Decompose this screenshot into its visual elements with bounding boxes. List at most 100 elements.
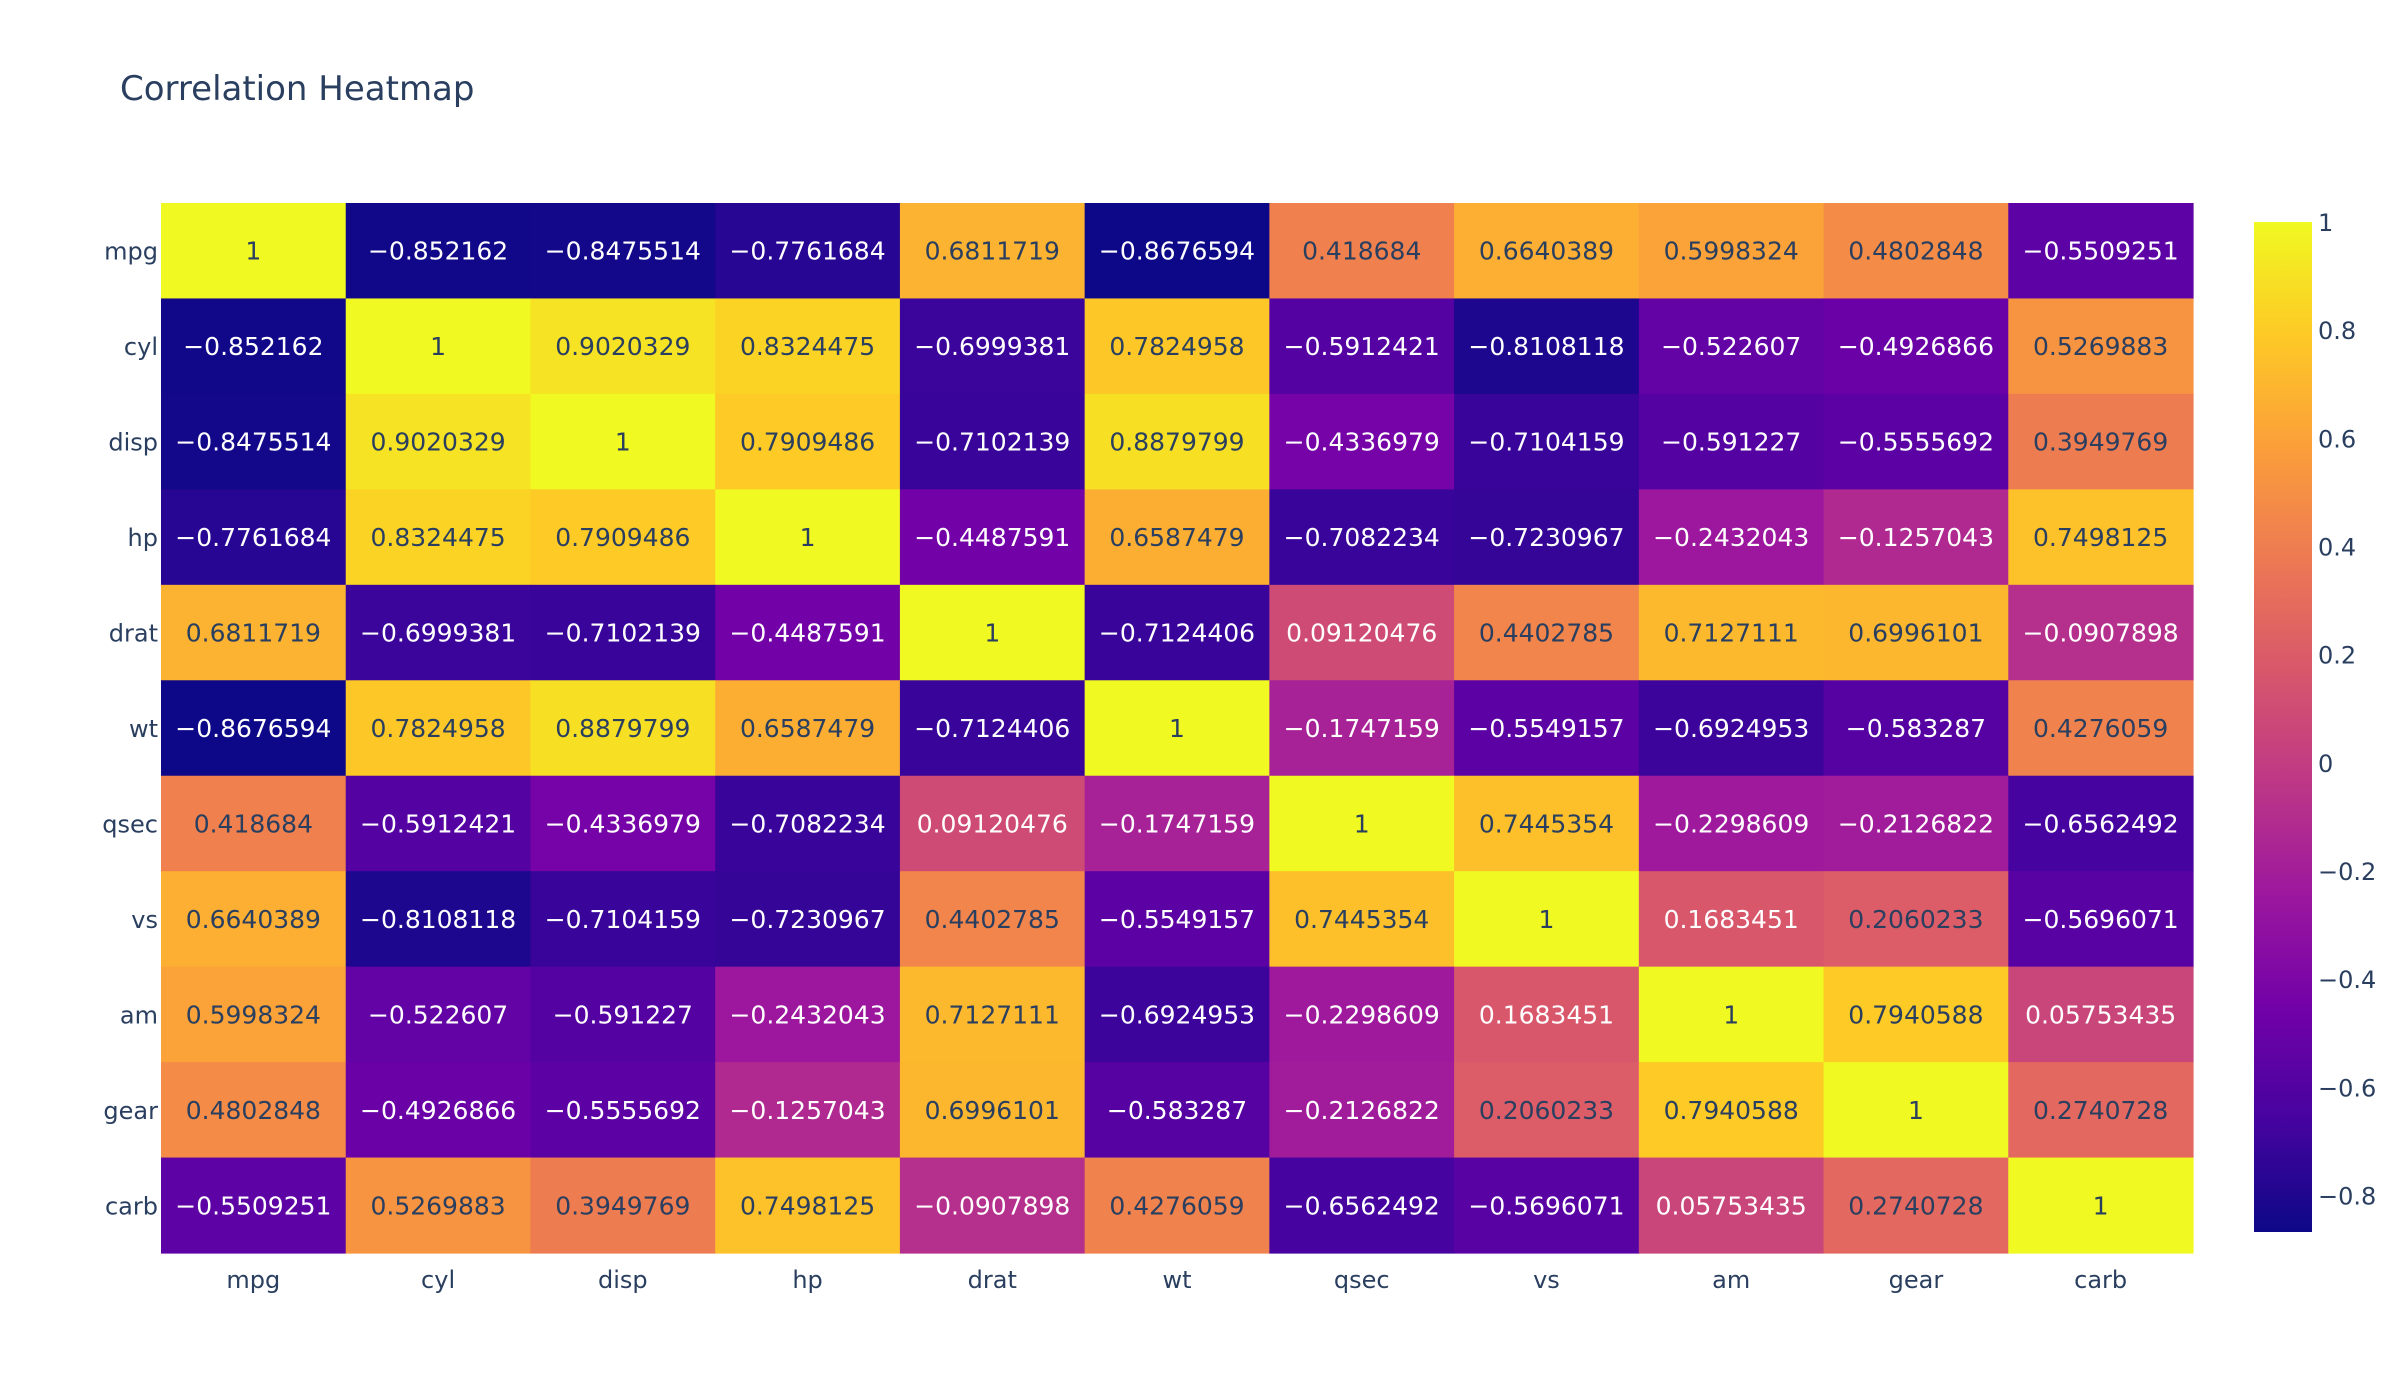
heatmap-cell-disp-qsec: [1269, 393, 1455, 490]
heatmap-cell-label: −0.5555692: [545, 1096, 701, 1125]
heatmap-cell-disp-vs: [1454, 393, 1640, 490]
heatmap-cell-label: −0.5509251: [175, 1191, 331, 1220]
heatmap-cell-label: −0.5555692: [1838, 428, 1994, 457]
heatmap-cell-vs-gear: [1823, 871, 2009, 968]
heatmap-cell-label: 0.7824958: [370, 714, 505, 743]
heatmap-cell-drat-disp: [530, 584, 716, 681]
heatmap-cell-gear-disp: [530, 1062, 716, 1159]
heatmap-cell-label: 0.05753435: [2025, 1000, 2176, 1029]
heatmap-cell-wt-vs: [1454, 680, 1640, 777]
heatmap-cell-wt-gear: [1823, 680, 2009, 777]
heatmap-cell-label: 0.6811719: [925, 237, 1060, 266]
heatmap-cell-hp-drat: [899, 489, 1086, 586]
heatmap-cell-label: −0.5696071: [1468, 1191, 1624, 1220]
heatmap-cell-cyl-drat: [899, 298, 1086, 395]
heatmap-cell-label: 0.6996101: [925, 1096, 1060, 1125]
heatmap-cell-label: 0.7909486: [740, 428, 875, 457]
heatmap-cell-mpg-drat: [899, 203, 1086, 300]
heatmap-cell-drat-hp: [715, 584, 901, 681]
heatmap-cell-label: 1: [245, 237, 261, 266]
heatmap-cell-mpg-gear: [1823, 203, 2009, 300]
heatmap-cell-am-mpg: [161, 966, 347, 1063]
heatmap-cell-qsec-qsec: [1269, 775, 1455, 872]
heatmap-cell-label: 0.4802848: [186, 1096, 321, 1125]
y-tick-label: vs: [131, 906, 158, 934]
heatmap-cell-am-cyl: [345, 966, 532, 1063]
heatmap-cell-vs-wt: [1084, 871, 1270, 968]
x-tick-label: vs: [1533, 1266, 1560, 1294]
heatmap-cell-label: 0.7909486: [555, 523, 690, 552]
x-tick-label: mpg: [226, 1266, 280, 1294]
colorbar-tick-label: 0.8: [2318, 317, 2356, 345]
heatmap-cell-label: −0.8475514: [175, 428, 331, 457]
heatmap-cell-gear-gear: [1823, 1062, 2009, 1159]
heatmap-cell-label: −0.8676594: [175, 714, 331, 743]
heatmap-cell-label: 1: [430, 332, 446, 361]
heatmap-cell-cyl-cyl: [345, 298, 532, 395]
heatmap-cell-label: −0.2432043: [1653, 523, 1809, 552]
heatmap-cell-label: 0.6640389: [1479, 237, 1614, 266]
heatmap-cell-label: 0.7127111: [925, 1000, 1060, 1029]
heatmap-cell-label: 1: [1908, 1096, 1924, 1125]
heatmap-cell-label: 0.5269883: [2033, 332, 2168, 361]
heatmap-cell-label: −0.591227: [1661, 428, 1801, 457]
heatmap-cell-cyl-gear: [1823, 298, 2009, 395]
heatmap-cell-mpg-cyl: [345, 203, 532, 300]
heatmap-cell-vs-carb: [2008, 871, 2194, 968]
heatmap-cell-label: −0.2126822: [1838, 809, 1994, 838]
heatmap-cell-drat-vs: [1454, 584, 1640, 681]
heatmap-cell-cyl-am: [1638, 298, 1825, 395]
heatmap-cell-label: −0.852162: [368, 237, 508, 266]
heatmap-cell-drat-mpg: [161, 584, 347, 681]
x-tick-label: wt: [1162, 1266, 1191, 1294]
colorbar-tick-label: −0.2: [2318, 858, 2376, 886]
heatmap-cell-gear-am: [1638, 1062, 1825, 1159]
heatmap-cell-disp-disp: [530, 393, 716, 490]
colorbar-tick-label: 0.6: [2318, 425, 2356, 453]
heatmap-cell-label: 0.4402785: [925, 905, 1060, 934]
heatmap-cell-label: −0.7230967: [1468, 523, 1624, 552]
heatmap-cell-label: −0.4336979: [1284, 428, 1440, 457]
heatmap-cell-label: 0.7127111: [1664, 619, 1799, 648]
y-tick-label: hp: [128, 524, 158, 552]
heatmap-cell-wt-disp: [530, 680, 716, 777]
heatmap-cell-label: 0.9020329: [555, 332, 690, 361]
heatmap-cell-qsec-cyl: [345, 775, 532, 872]
heatmap-cell-label: 0.4402785: [1479, 619, 1614, 648]
heatmap-cell-mpg-carb: [2008, 203, 2194, 300]
heatmap-cell-label: 0.2740728: [2033, 1096, 2168, 1125]
heatmap-cell-label: 1: [1354, 809, 1370, 838]
y-tick-label: cyl: [124, 333, 158, 361]
heatmap-cell-disp-gear: [1823, 393, 2009, 490]
heatmap-cell-cyl-vs: [1454, 298, 1640, 395]
heatmap-cell-label: −0.6562492: [2023, 809, 2179, 838]
heatmap-cell-carb-cyl: [345, 1157, 532, 1254]
heatmap-cell-label: −0.2126822: [1284, 1096, 1440, 1125]
heatmap-cell-label: −0.1747159: [1099, 809, 1255, 838]
heatmap-cell-label: 0.6996101: [1848, 619, 1983, 648]
heatmap-cell-label: 1: [1723, 1000, 1739, 1029]
heatmap-cell-label: 0.6587479: [1109, 523, 1244, 552]
heatmap-cell-hp-wt: [1084, 489, 1270, 586]
heatmap-cell-drat-cyl: [345, 584, 532, 681]
heatmap-cells: 1 −0.852162 −0.8475514 −0.7761684 0.6811719 −…: [161, 203, 2194, 1254]
heatmap-cell-am-gear: [1823, 966, 2009, 1063]
heatmap-cell-hp-hp: [715, 489, 901, 586]
heatmap-cell-label: −0.2298609: [1653, 809, 1809, 838]
heatmap-cell-label: 1: [615, 428, 631, 457]
heatmap-cell-hp-cyl: [345, 489, 532, 586]
heatmap-cell-mpg-hp: [715, 203, 901, 300]
x-tick-label: disp: [598, 1266, 648, 1294]
heatmap-cell-label: −0.5696071: [2023, 905, 2179, 934]
colorbar-tick-label: 0.4: [2318, 533, 2356, 561]
heatmap-cell-label: −0.5549157: [1468, 714, 1624, 743]
heatmap-cell-label: −0.4336979: [545, 809, 701, 838]
heatmap-cell-label: −0.5509251: [2023, 237, 2179, 266]
heatmap-cell-label: 0.6640389: [186, 905, 321, 934]
heatmap-cell-label: 1: [984, 619, 1000, 648]
heatmap-cell-label: 0.2060233: [1479, 1096, 1614, 1125]
heatmap-cell-disp-am: [1638, 393, 1825, 490]
heatmap-cell-carb-disp: [530, 1157, 716, 1254]
heatmap-cell-label: 0.8879799: [1109, 428, 1244, 457]
heatmap-cell-vs-qsec: [1269, 871, 1455, 968]
